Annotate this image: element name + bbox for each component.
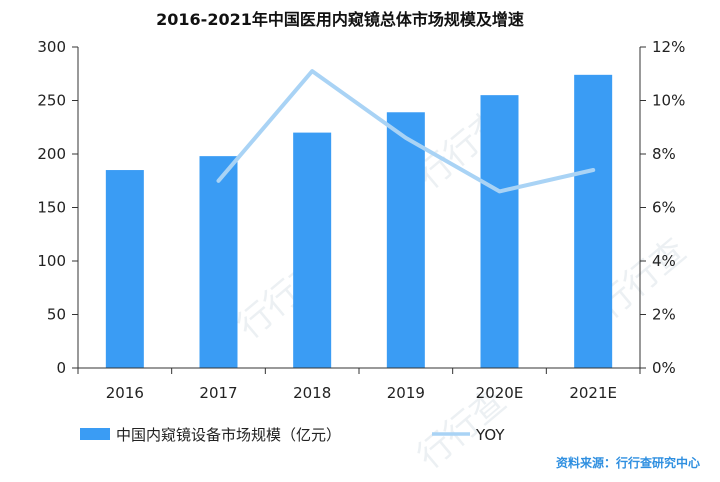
bar-2019 xyxy=(386,112,425,369)
chart-title: 2016-2021年中国医用内窥镜总体市场规模及增速 xyxy=(156,10,524,29)
left-tick-label: 150 xyxy=(37,199,66,217)
bar-series xyxy=(105,74,613,369)
right-tick-label: 4% xyxy=(652,252,676,270)
source-note: 资料来源：行行查研究中心 xyxy=(556,455,700,470)
right-tick-label: 2% xyxy=(652,306,676,324)
x-tick-label: 2019 xyxy=(387,384,425,402)
x-tick-label: 2017 xyxy=(199,384,237,402)
x-axis: 2016 2017 2018 2019 2020E 2021E xyxy=(77,367,641,402)
left-tick-label: 200 xyxy=(37,145,66,163)
bar-2017 xyxy=(199,156,238,368)
left-tick-label: 100 xyxy=(37,252,66,270)
left-tick-label: 50 xyxy=(47,306,66,324)
bar-2016 xyxy=(105,170,144,368)
right-tick-label: 10% xyxy=(652,92,685,110)
x-tick-label: 2018 xyxy=(293,384,331,402)
yoy-line-series xyxy=(216,69,596,194)
x-tick-label: 2021E xyxy=(569,384,617,402)
bar-2018 xyxy=(293,132,332,368)
left-tick-label: 250 xyxy=(37,92,66,110)
right-tick-label: 6% xyxy=(652,199,676,217)
right-tick-label: 0% xyxy=(652,359,676,377)
bar-2020E xyxy=(480,95,519,369)
right-axis: 0% 2% 4% 6% 8% 10% 12% xyxy=(639,38,685,377)
left-axis: 0 50 100 150 200 250 300 xyxy=(37,38,79,377)
right-tick-label: 8% xyxy=(652,145,676,163)
left-tick-label: 300 xyxy=(37,38,66,56)
bar-2021E xyxy=(574,74,613,368)
legend-bar-label: 中国内窥镜设备市场规模（亿元） xyxy=(116,426,341,444)
left-tick-label: 0 xyxy=(56,359,66,377)
x-tick-label: 2020E xyxy=(476,384,524,402)
right-tick-label: 12% xyxy=(652,38,685,56)
legend-bar-swatch xyxy=(80,428,110,440)
x-tick-label: 2016 xyxy=(106,384,144,402)
legend: 中国内窥镜设备市场规模（亿元） YOY xyxy=(80,426,505,444)
legend-line-label: YOY xyxy=(475,426,505,444)
